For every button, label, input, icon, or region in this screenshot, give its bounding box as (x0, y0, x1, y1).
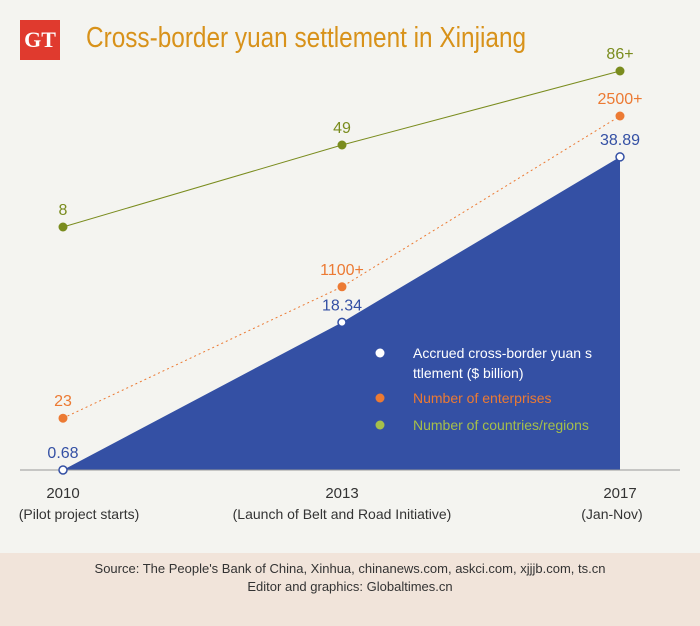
x-tick-label: 2010 (46, 485, 79, 502)
settlement-point (615, 152, 625, 162)
series-point-1 (58, 413, 68, 423)
series-point-2 (337, 140, 347, 150)
legend-label: Accrued cross-border yuan s (413, 345, 592, 361)
data-label: 23 (54, 393, 72, 410)
legend-label: ttlement ($ billion) (413, 365, 524, 381)
footer: Source: The People's Bank of China, Xinh… (0, 553, 700, 626)
series-point-2 (615, 66, 625, 76)
x-tick-note: (Jan-Nov) (581, 506, 642, 522)
data-label: 49 (333, 120, 351, 137)
settlement-area (63, 156, 620, 471)
data-label: 38.89 (600, 132, 640, 149)
data-label: 8 (59, 202, 68, 219)
legend-label: Number of enterprises (413, 390, 552, 406)
x-tick-note: (Pilot project starts) (19, 506, 140, 522)
legend-marker (375, 420, 385, 430)
series-point-1 (615, 111, 625, 121)
data-label: 0.68 (47, 445, 78, 462)
data-label: 2500+ (598, 91, 643, 108)
data-label: 18.34 (322, 297, 362, 314)
legend-marker (375, 348, 385, 358)
x-tick-label: 2013 (325, 485, 358, 502)
settlement-point (337, 317, 347, 328)
x-tick-label: 2017 (603, 485, 636, 502)
gt-logo: GT (20, 20, 60, 60)
data-label: 86+ (606, 46, 633, 63)
settlement-point (58, 465, 68, 475)
series-point-2 (58, 222, 68, 232)
source-text: Source: The People's Bank of China, Xinh… (94, 561, 606, 576)
series-line-1 (62, 115, 621, 419)
data-label: 1100+ (320, 262, 364, 279)
series-point-1 (337, 282, 347, 292)
chart: 0.68 18.34 38.89 23 1100+ 2500+ 8 49 86+ 2010 (Pil… (19, 46, 680, 522)
editor-text: Editor and graphics: Globaltimes.cn (247, 579, 453, 594)
legend-marker (375, 393, 385, 403)
chart-title: Cross-border yuan settlement in Xinjiang (86, 22, 527, 54)
legend-label: Number of countries/regions (413, 417, 589, 433)
x-tick-note: (Launch of Belt and Road Initiative) (233, 506, 452, 522)
